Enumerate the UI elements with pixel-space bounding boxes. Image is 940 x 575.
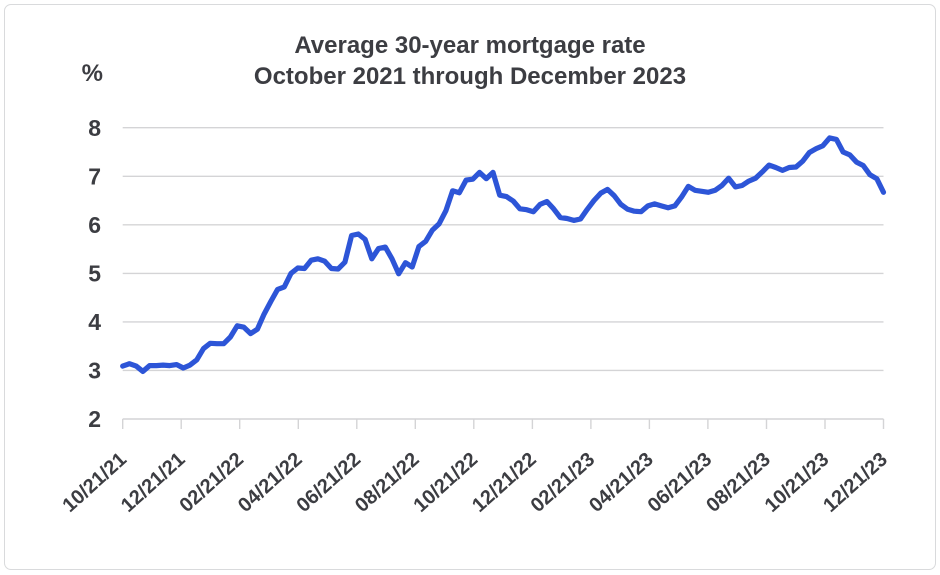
chart-title-line1: Average 30-year mortgage rate — [294, 32, 645, 59]
y-axis-unit-label: % — [82, 60, 103, 87]
x-tick-label: 08/21/22 — [351, 448, 424, 516]
y-tick-label: 2 — [88, 406, 101, 432]
chart-title-line2: October 2021 through December 2023 — [254, 63, 686, 90]
gridlines-layer — [122, 126, 884, 420]
x-tick-label: 10/21/21 — [58, 448, 131, 516]
y-tick-label: 4 — [88, 309, 101, 335]
x-tick-label: 12/21/22 — [468, 448, 541, 516]
x-axis-labels-layer: 10/21/2112/21/2102/21/2204/21/2206/21/22… — [58, 448, 891, 516]
x-tick-label: 06/21/22 — [293, 448, 366, 516]
x-tick-label: 12/21/23 — [819, 448, 892, 516]
x-tick-label: 04/21/23 — [585, 448, 658, 516]
y-axis-labels-layer: 8 7 6 5 4 3 2 — [88, 115, 101, 432]
y-tick-label: 7 — [88, 163, 101, 189]
x-tick-label: 06/21/23 — [644, 448, 717, 516]
x-tick-label: 04/21/22 — [234, 448, 307, 516]
rate-line-series — [120, 135, 887, 374]
y-tick-label: 5 — [88, 261, 101, 287]
x-tick-label: 12/21/21 — [117, 448, 190, 516]
x-tick-label: 02/21/22 — [175, 448, 248, 516]
x-axis-ticks-layer — [121, 419, 885, 429]
y-tick-label: 8 — [88, 115, 101, 141]
y-tick-label: 3 — [88, 358, 101, 384]
x-tick-label: 10/21/23 — [761, 448, 834, 516]
x-tick-label: 08/21/23 — [702, 448, 775, 516]
x-tick-label: 02/21/23 — [527, 448, 600, 516]
x-tick-label: 10/21/22 — [410, 448, 483, 516]
y-tick-label: 6 — [88, 212, 101, 238]
